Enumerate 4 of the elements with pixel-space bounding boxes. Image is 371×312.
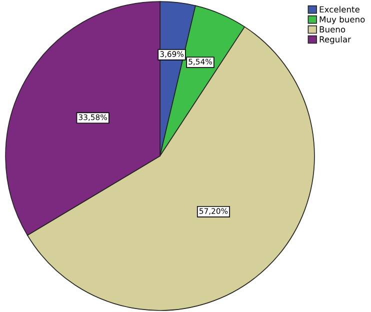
legend-label: Excelente xyxy=(320,6,360,13)
legend-label: Muy bueno xyxy=(320,16,365,24)
legend-label: Regular xyxy=(320,36,351,44)
legend-label: Bueno xyxy=(320,26,346,32)
